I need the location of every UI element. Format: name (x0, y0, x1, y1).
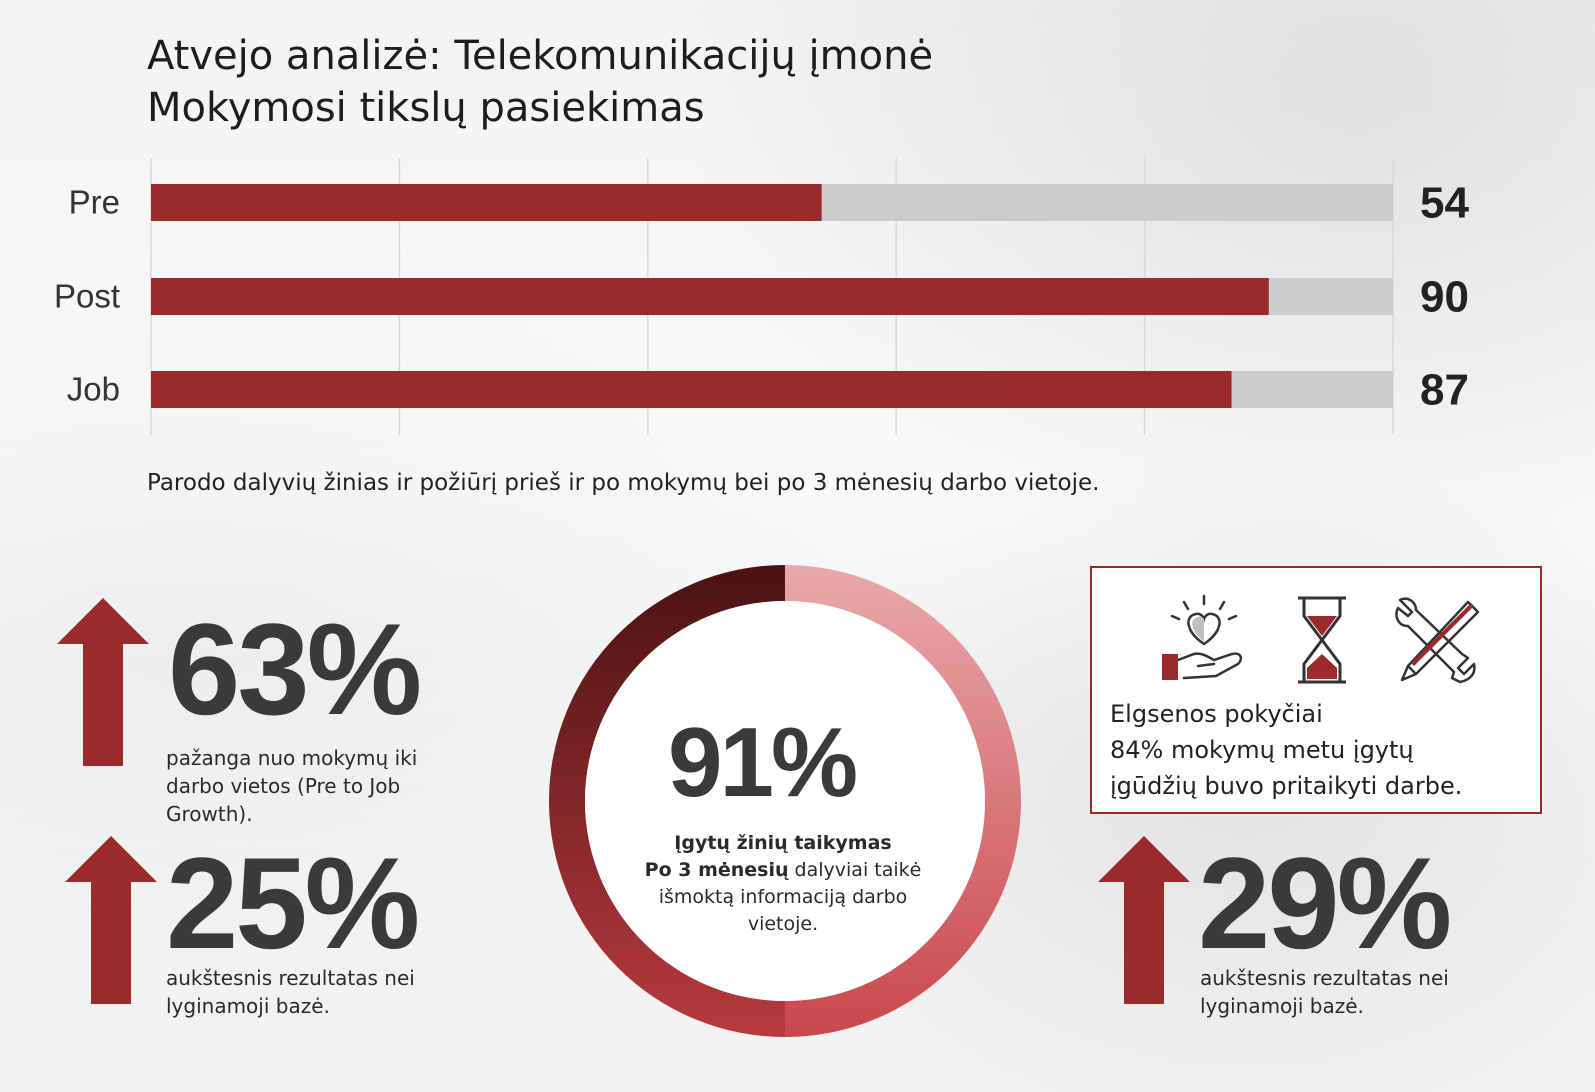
title-line-2: Mokymosi tikslų pasiekimas (147, 85, 705, 131)
heart-hand-icon (1162, 594, 1243, 680)
donut-line-1: Po 3 mėnesių dalyviai taikė (644, 859, 922, 881)
donut-heading: Įgytų žinių taikymas (674, 832, 892, 854)
bar-pre (151, 184, 822, 221)
stat-desc-line: aukštesnis rezultatas nei (166, 966, 415, 990)
behavior-text: Elgsenos pokyčiai 84% mokymų metu įgytų … (1110, 696, 1462, 804)
stat-desc-line: aukštesnis rezultatas nei (1200, 966, 1449, 990)
stat-value-25: 25% (166, 830, 420, 976)
bar-job (151, 371, 1232, 408)
donut-line-3: vietoje. (747, 913, 819, 935)
behavior-line: įgūdžių buvo pritaikyti darbe. (1110, 772, 1463, 800)
value-label: 87 (1420, 366, 1469, 415)
donut-line-2: išmoktą informaciją darbo (658, 886, 908, 908)
donut-caption: Įgytų žinių taikymas Po 3 mėnesių dalyvi… (620, 830, 946, 938)
behavior-icons (1154, 594, 1484, 684)
behavior-change-box: Elgsenos pokyčiai 84% mokymų metu įgytų … (1090, 566, 1542, 814)
behavior-heading: Elgsenos pokyčiai (1110, 700, 1323, 728)
hourglass-icon (1298, 596, 1346, 684)
value-label: 54 (1420, 179, 1469, 228)
up-arrow-icon (1098, 836, 1190, 1004)
donut-segment-right (785, 565, 1021, 1037)
stat-description-29: aukštesnis rezultatas nei lyginamoji baz… (1200, 964, 1449, 1020)
category-label: Job (67, 371, 120, 408)
category-label: Pre (69, 184, 120, 221)
stat-desc-line: lyginamoji bazė. (166, 994, 330, 1018)
up-arrow-icon (57, 598, 149, 766)
up-arrow-icon (65, 836, 157, 1004)
stat-value-63: 63% (168, 596, 422, 742)
stat-value-29: 29% (1198, 830, 1452, 976)
bar-post (151, 278, 1269, 315)
bar-chart: Pre 54 Post 90 Job 87 (54, 158, 1469, 435)
wrench-pencil-icon (1395, 597, 1480, 684)
chart-caption: Parodo dalyvių žinias ir požiūrį prieš i… (147, 470, 1100, 496)
donut-value: 91% (668, 707, 858, 817)
category-label: Post (54, 278, 120, 315)
stat-desc-line: pažanga nuo mokymų iki (166, 746, 418, 770)
stat-desc-line: darbo vietos (Pre to Job (166, 774, 401, 798)
donut-segment-left (549, 565, 785, 1037)
donut-hole (585, 601, 985, 1001)
stat-desc-line: Growth). (166, 802, 253, 826)
donut-chart (549, 565, 1021, 1037)
behavior-line: 84% mokymų metu įgytų (1110, 736, 1414, 764)
stat-desc-line: lyginamoji bazė. (1200, 994, 1364, 1018)
title-line-1: Atvejo analizė: Telekomunikacijų įmonė (147, 33, 934, 79)
value-label: 90 (1420, 273, 1469, 322)
page-title: Atvejo analizė: Telekomunikacijų įmonė M… (147, 30, 933, 134)
stat-description-25: aukštesnis rezultatas nei lyginamoji baz… (166, 964, 415, 1020)
stat-description-63: pažanga nuo mokymų iki darbo vietos (Pre… (166, 744, 417, 828)
